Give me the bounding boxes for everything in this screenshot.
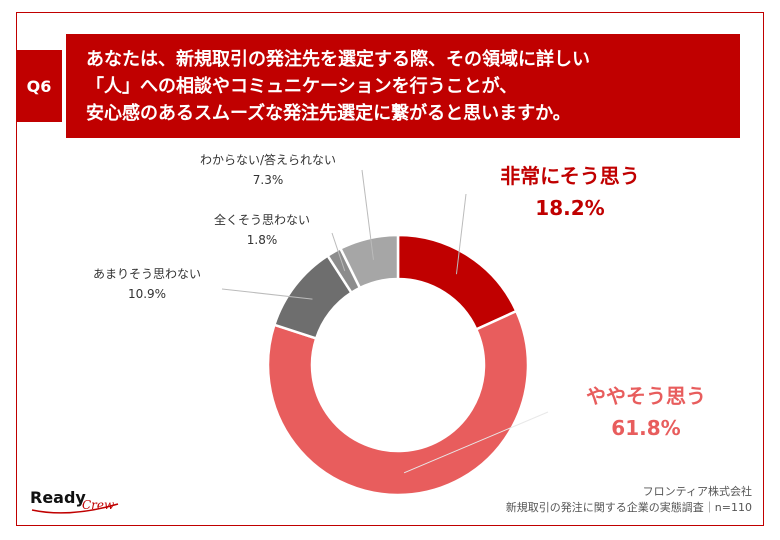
value-label: 18.2% bbox=[535, 196, 605, 220]
donut-slice-0 bbox=[396, 233, 518, 332]
survey-info: 新規取引の発注に関する企業の実態調査｜n=110 bbox=[505, 501, 752, 514]
leader-line-0 bbox=[455, 193, 467, 275]
slice-label-not-at-all: 全くそう思わない 1.8% bbox=[192, 210, 332, 250]
value-label: 7.3% bbox=[252, 173, 284, 187]
category-label: ややそう思う bbox=[586, 384, 706, 408]
leader-line-2 bbox=[221, 288, 313, 300]
source-footer: フロンティア株式会社 新規取引の発注に関する企業の実態調査｜n=110 bbox=[506, 484, 752, 516]
slice-label-very-agree: 非常にそう思う 18.2% bbox=[480, 160, 660, 224]
ready-crew-logo: Ready Crew bbox=[30, 488, 122, 518]
slice-label-dont-know: わからない/答えられない 7.3% bbox=[178, 150, 358, 190]
logo-text-crew: Crew bbox=[82, 498, 115, 512]
slice-label-somewhat-agree: ややそう思う 61.8% bbox=[556, 380, 736, 444]
outer-frame bbox=[16, 12, 764, 526]
question-line-1: あなたは、新規取引の発注先を選定する際、その領域に詳しい bbox=[86, 49, 590, 70]
category-label: 非常にそう思う bbox=[500, 164, 640, 188]
leader-line-4 bbox=[361, 169, 374, 260]
category-label: 全くそう思わない bbox=[213, 213, 310, 227]
question-number-badge: Q6 bbox=[16, 50, 62, 122]
logo-text-ready: Ready bbox=[30, 488, 86, 507]
value-label: 61.8% bbox=[611, 416, 681, 440]
category-label: あまりそう思わない bbox=[92, 267, 201, 281]
question-line-2: 「人」への相談やコミュニケーションを行うことが、 bbox=[86, 76, 518, 97]
category-label: わからない/答えられない bbox=[199, 153, 337, 167]
value-label: 1.8% bbox=[246, 233, 278, 247]
donut-slice-1 bbox=[266, 309, 530, 497]
company-name: フロンティア株式会社 bbox=[642, 485, 752, 498]
value-label: 10.9% bbox=[127, 287, 167, 301]
donut-slice-4 bbox=[338, 233, 400, 290]
question-number: Q6 bbox=[26, 76, 52, 96]
question-box: あなたは、新規取引の発注先を選定する際、その領域に詳しい 「人」への相談やコミュ… bbox=[66, 34, 740, 138]
question-line-3: 安心感のあるスムーズな発注先選定に繋がると思いますか。 bbox=[86, 103, 571, 124]
slice-label-not-really: あまりそう思わない 10.9% bbox=[72, 264, 222, 304]
logo-swoosh-icon bbox=[31, 503, 119, 514]
leader-line-3 bbox=[331, 232, 346, 272]
leader-line-1 bbox=[403, 411, 549, 474]
